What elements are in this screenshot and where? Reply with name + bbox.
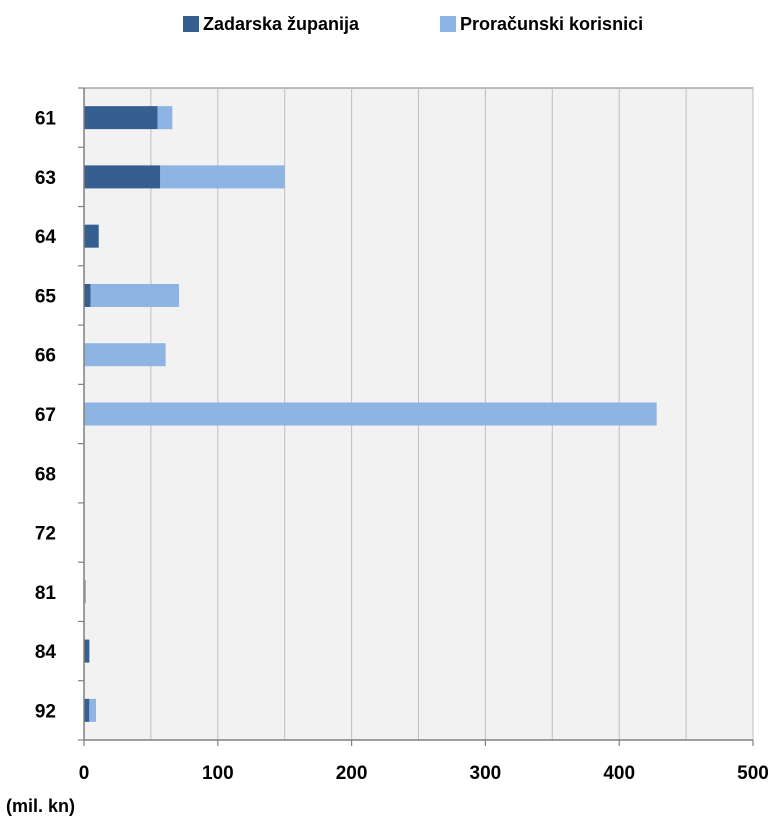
bar-84-zadarska <box>84 639 90 663</box>
legend-swatch-zadarska <box>183 16 199 32</box>
gridlines <box>150 88 754 740</box>
bar-61-proracunski <box>157 106 173 130</box>
x-tick-label: 200 <box>336 763 368 784</box>
bars <box>84 106 657 722</box>
category-label: 72 <box>35 524 56 545</box>
bar-92-zadarska <box>84 698 90 722</box>
category-label: 68 <box>35 464 56 485</box>
x-tick-label: 100 <box>202 763 234 784</box>
category-label: 63 <box>35 168 56 189</box>
bar-61-zadarska <box>84 106 158 130</box>
bar-92-proracunski <box>89 698 97 722</box>
bar-66-proracunski <box>84 343 166 367</box>
tick-labels: 0 100 200 300 400 500 <box>79 763 769 784</box>
category-label: 61 <box>35 109 57 130</box>
legend-label-proracunski: Proračunski korisnici <box>460 14 643 34</box>
bar-67-proracunski <box>84 402 657 426</box>
legend-label-zadarska: Zadarska županija <box>203 14 360 34</box>
x-tick-label: 300 <box>470 763 502 784</box>
category-label: 67 <box>35 405 56 426</box>
bar-63-proracunski <box>160 165 285 189</box>
bar-63-zadarska <box>84 165 161 189</box>
category-label: 65 <box>35 286 57 307</box>
category-label: 84 <box>35 642 57 663</box>
legend: Zadarska županija Proračunski korisnici <box>183 14 643 34</box>
x-tick-label: 400 <box>603 763 635 784</box>
bar-64-zadarska <box>84 224 99 248</box>
category-label: 64 <box>35 227 57 248</box>
bar-65-proracunski <box>90 283 179 307</box>
category-label: 81 <box>35 583 57 604</box>
category-label: 66 <box>35 346 56 367</box>
bar-65-zadarska <box>84 283 91 307</box>
category-labels: 61 63 64 65 66 67 68 72 81 84 92 <box>35 109 57 723</box>
category-label: 92 <box>35 701 56 722</box>
axes <box>78 87 754 746</box>
bar-81-proracunski <box>84 580 87 604</box>
legend-swatch-proracunski <box>440 16 456 32</box>
x-axis-unit-label: (mil. kn) <box>6 796 75 816</box>
x-tick-label: 0 <box>79 763 90 784</box>
x-tick-label: 500 <box>737 763 769 784</box>
